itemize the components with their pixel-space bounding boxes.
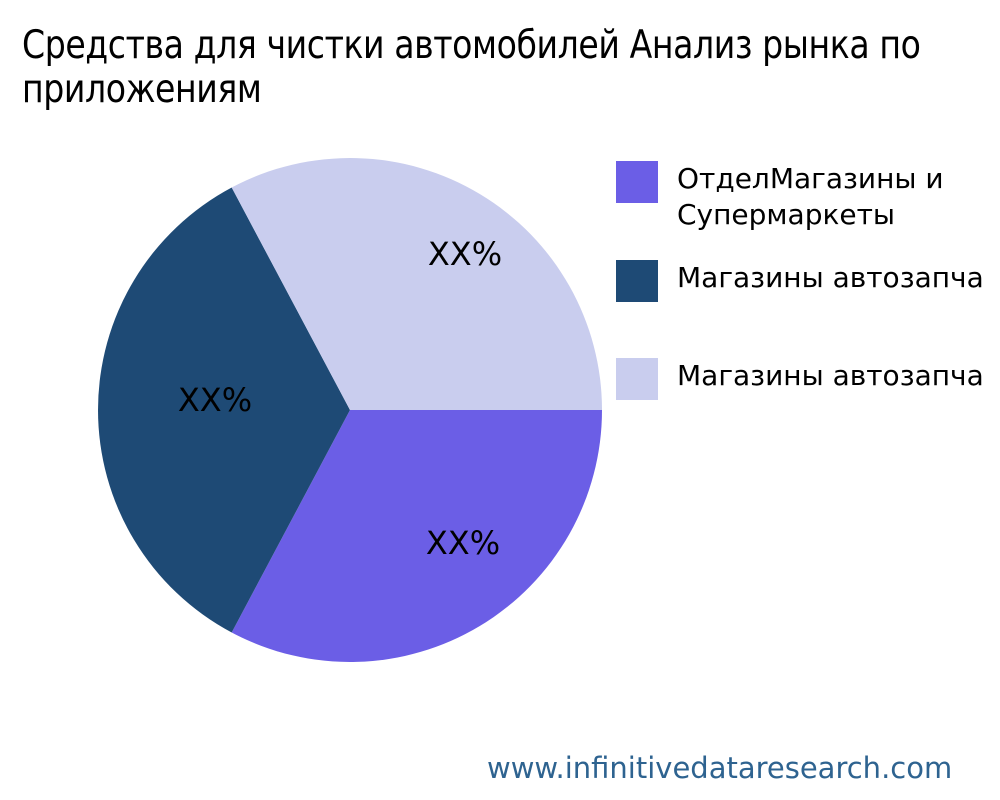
- legend-swatch-auto-parts-1: [616, 260, 658, 302]
- legend-swatch-auto-parts-2: [616, 358, 658, 400]
- slice-percent-label: XX%: [426, 524, 500, 562]
- legend-label: ОтделМагазины и Супермаркеты: [677, 162, 944, 231]
- pie-slice: [98, 187, 351, 633]
- legend-item: ОтделМагазины и Супермаркеты: [616, 161, 1000, 233]
- legend-item: Магазины автозапча: [616, 358, 1000, 400]
- chart-title: Средства для чистки автомобилей Анализ р…: [22, 23, 921, 112]
- pie-slice: [231, 158, 602, 410]
- slice-percent-label: XX%: [428, 235, 502, 273]
- pie-slice: [231, 410, 602, 662]
- legend-label: Магазины автозапча: [677, 261, 984, 294]
- legend-item: Магазины автозапча: [616, 260, 1000, 302]
- slice-percent-label: XX%: [178, 381, 252, 419]
- website-url: www.infinitivedataresearch.com: [487, 751, 953, 785]
- legend-label: Магазины автозапча: [677, 359, 984, 392]
- legend-swatch-dept-stores: [616, 161, 658, 203]
